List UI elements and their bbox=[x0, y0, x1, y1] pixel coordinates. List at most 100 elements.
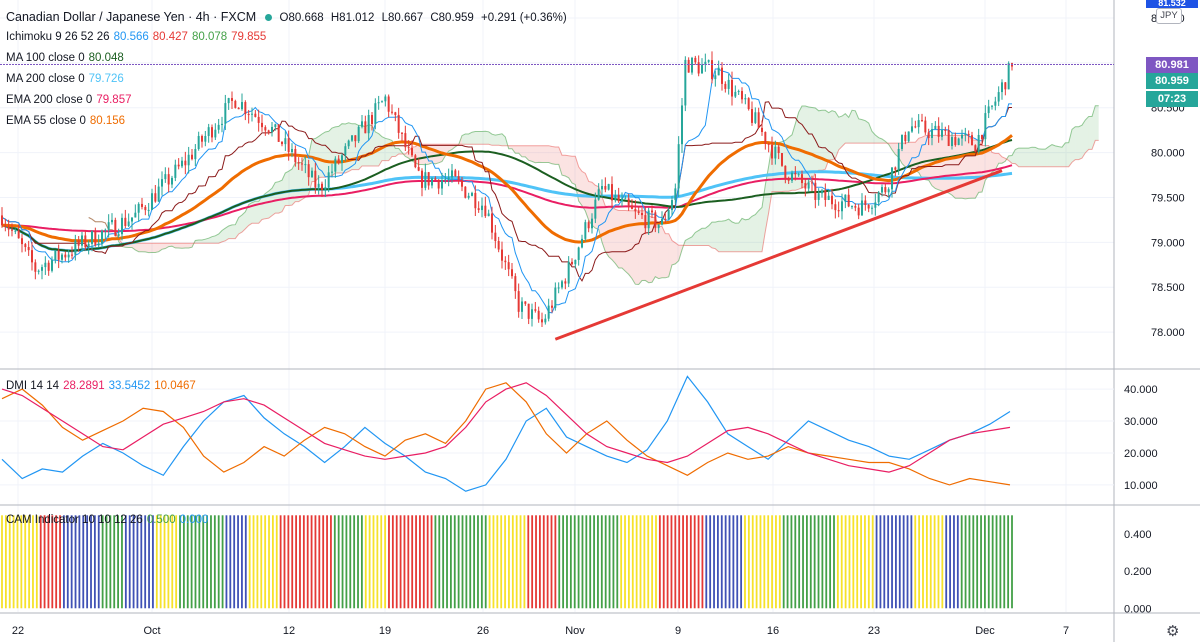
ichimoku-cloud-segment bbox=[555, 147, 559, 165]
cam-bar bbox=[213, 515, 216, 609]
cam-bar bbox=[504, 515, 506, 609]
cam-bar bbox=[879, 515, 882, 609]
candle-body bbox=[291, 149, 293, 153]
candle-body bbox=[884, 187, 887, 193]
candle-body bbox=[14, 230, 17, 232]
candle-body bbox=[877, 192, 880, 203]
candle-body bbox=[971, 135, 973, 146]
ichimoku-cloud-segment bbox=[252, 201, 256, 224]
candle-body bbox=[544, 318, 547, 323]
candle-body bbox=[217, 124, 220, 130]
indicator-legend: EMA 200 close 0 79.857 bbox=[6, 93, 136, 107]
ichimoku-cloud-segment bbox=[232, 224, 236, 239]
candle-body bbox=[677, 144, 680, 189]
cam-bar bbox=[523, 515, 526, 609]
candle-body bbox=[534, 309, 537, 311]
cam-bar bbox=[682, 515, 684, 609]
ichimoku-cloud-segment bbox=[665, 233, 669, 278]
candle-body bbox=[227, 98, 230, 104]
ichimoku-cloud-segment bbox=[865, 120, 869, 144]
cam-bar bbox=[415, 515, 417, 609]
candle-body bbox=[41, 267, 43, 271]
cam-bar bbox=[809, 515, 812, 609]
candle-body bbox=[847, 194, 850, 207]
ichimoku-cloud-segment bbox=[992, 152, 996, 173]
ichimoku-cloud-segment bbox=[1042, 149, 1046, 167]
cam-bar bbox=[1, 515, 3, 609]
ichimoku-cloud-segment bbox=[875, 134, 879, 144]
candle-body bbox=[111, 219, 113, 223]
ichimoku-cloud-segment bbox=[988, 145, 992, 176]
price-tick-label: 80.000 bbox=[1151, 148, 1185, 160]
candle-body bbox=[627, 198, 630, 206]
ichimoku-cloud-segment bbox=[735, 223, 739, 252]
cam-bar bbox=[925, 515, 928, 609]
ichimoku-cloud-segment bbox=[578, 166, 582, 206]
candle-body bbox=[791, 172, 793, 181]
ichimoku-cloud-segment bbox=[625, 210, 629, 275]
candle-body bbox=[4, 225, 7, 227]
price-tick-label: 79.500 bbox=[1151, 192, 1185, 204]
ichimoku-cloud-segment bbox=[965, 135, 969, 199]
ichimoku-cloud-segment bbox=[535, 145, 539, 163]
candle-body bbox=[144, 206, 147, 211]
candle-body bbox=[767, 143, 770, 145]
cam-bar bbox=[28, 515, 30, 609]
cam-bar bbox=[453, 515, 456, 609]
indicator-name: EMA 200 close 0 bbox=[6, 94, 93, 106]
candle-body bbox=[137, 203, 140, 213]
indicator-value: 80.156 bbox=[89, 115, 126, 127]
candle-body bbox=[717, 67, 720, 76]
ichimoku-cloud-segment bbox=[1062, 142, 1066, 167]
cam-bar bbox=[206, 515, 208, 609]
cam-bar bbox=[430, 515, 433, 609]
candle-body bbox=[934, 125, 937, 130]
cam-bar bbox=[542, 515, 545, 609]
candle-body bbox=[781, 153, 783, 166]
cam-bar bbox=[929, 515, 932, 609]
candle-body bbox=[331, 171, 333, 173]
ichimoku-cloud-segment bbox=[1035, 147, 1039, 167]
ichimoku-cloud-segment bbox=[995, 153, 999, 170]
ichimoku-cloud-segment bbox=[1068, 129, 1072, 167]
currency-label[interactable]: JPY bbox=[1156, 8, 1182, 24]
price-tick-label: 78.500 bbox=[1151, 282, 1185, 294]
candle-body bbox=[244, 102, 247, 115]
ichimoku-cloud-segment bbox=[902, 143, 906, 168]
ichimoku-cloud-segment bbox=[572, 156, 576, 185]
candle-body bbox=[67, 254, 70, 258]
candle-body bbox=[247, 114, 250, 116]
candle-body bbox=[514, 276, 517, 292]
cam-bar bbox=[747, 515, 750, 609]
cam-bar bbox=[39, 515, 42, 609]
ichimoku-cloud-segment bbox=[435, 144, 439, 164]
cam-bar bbox=[326, 515, 328, 609]
candle-body bbox=[381, 101, 383, 103]
ichimoku-cloud-segment bbox=[958, 135, 962, 199]
cam-bar bbox=[960, 515, 963, 609]
candle-body bbox=[711, 60, 713, 80]
candle-body bbox=[1, 215, 3, 226]
high-value: H81.012 bbox=[330, 12, 375, 24]
cam-bar bbox=[488, 515, 491, 609]
ichimoku-cloud-segment bbox=[225, 226, 229, 241]
candle-body bbox=[567, 261, 570, 284]
indicator-value: 10.0467 bbox=[154, 380, 196, 392]
candle-body bbox=[204, 136, 207, 142]
candle-body bbox=[527, 303, 530, 319]
cam-bar bbox=[210, 515, 212, 609]
indicator-name: Ichimoku 9 26 52 26 bbox=[6, 31, 110, 43]
gear-icon[interactable]: ⚙ bbox=[1166, 623, 1180, 640]
indicator-name: DMI 14 14 bbox=[6, 380, 60, 392]
ichimoku-cloud-segment bbox=[752, 214, 756, 252]
cam-bar bbox=[113, 515, 116, 609]
candle-body bbox=[1004, 82, 1007, 90]
cam-bar bbox=[63, 515, 65, 609]
candle-body bbox=[937, 125, 940, 137]
candle-body bbox=[57, 250, 60, 260]
cam-bar bbox=[817, 515, 820, 609]
ichimoku-cloud-segment bbox=[325, 131, 329, 178]
cam-bar bbox=[349, 515, 352, 609]
candle-body bbox=[371, 115, 373, 125]
